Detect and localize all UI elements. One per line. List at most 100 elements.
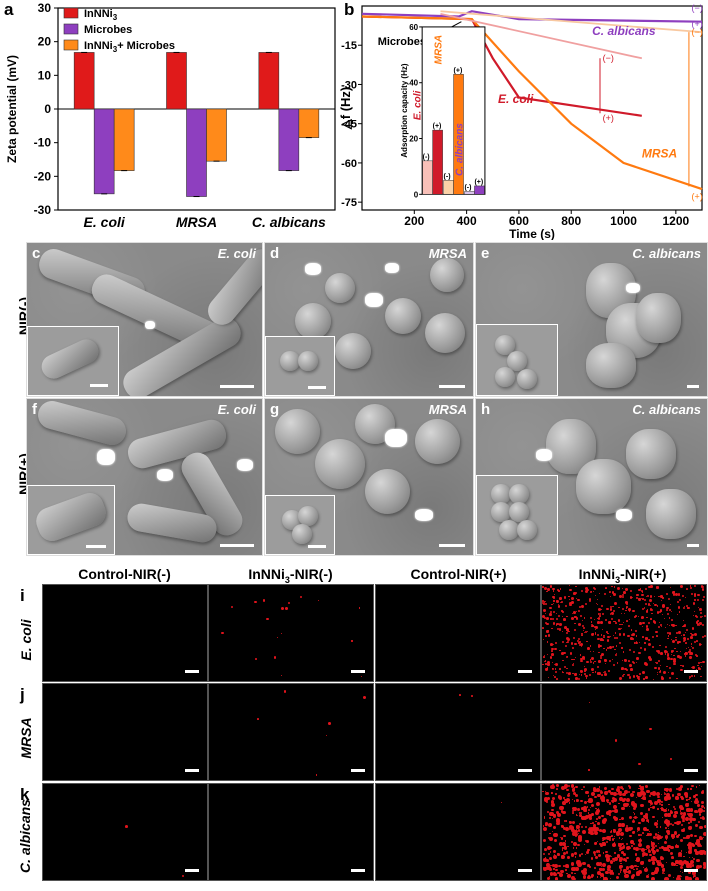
x-tick-label: MRSA bbox=[176, 214, 217, 230]
y-axis-label: △f (Hz) bbox=[340, 87, 353, 131]
bar bbox=[278, 108, 300, 171]
inset-bar bbox=[474, 185, 485, 195]
fluorescence-image bbox=[208, 683, 374, 781]
series-label: E. coli bbox=[498, 92, 534, 106]
inset-plus-label: (+) bbox=[433, 123, 442, 130]
fluorescence-image bbox=[375, 683, 541, 781]
col-header-innni3-nir-plus: InNNi3-NIR(+) bbox=[578, 566, 667, 585]
inset-y-tick-label: 60 bbox=[409, 23, 418, 32]
sem-letter-f: f bbox=[32, 401, 37, 418]
inset-bar bbox=[464, 191, 475, 195]
bar bbox=[298, 108, 320, 138]
inset-y-tick-label: 40 bbox=[409, 79, 418, 88]
x-tick-label: E. coli bbox=[84, 214, 126, 230]
legend-swatch bbox=[63, 7, 79, 19]
inset-bar bbox=[422, 160, 433, 195]
sem-label-e: C. albicans bbox=[632, 246, 701, 261]
series-label: C. albicans bbox=[592, 24, 656, 38]
sem-letter-d: d bbox=[270, 245, 280, 262]
fluorescence-image bbox=[208, 584, 374, 682]
y-tick-label: -20 bbox=[34, 169, 52, 183]
inset-minus-label: (-) bbox=[464, 185, 471, 192]
inset-bar bbox=[453, 74, 464, 195]
panel-a-letter: a bbox=[4, 0, 14, 19]
sem-label-h: C. albicans bbox=[632, 402, 701, 417]
inset-bar bbox=[443, 180, 454, 195]
fluorescence-image bbox=[375, 584, 541, 682]
annotation-plus: (+) bbox=[692, 192, 703, 202]
inset-category-label: C. albicans bbox=[454, 123, 465, 176]
fluorescence-image bbox=[541, 683, 707, 781]
y-tick-label: 30 bbox=[38, 1, 52, 15]
sem-label-d: MRSA bbox=[428, 246, 467, 261]
legend-label: Microbes bbox=[84, 24, 132, 36]
bar bbox=[113, 108, 135, 171]
control-line bbox=[440, 10, 703, 34]
sem-panel-e: e C. albicans bbox=[475, 242, 708, 397]
inset-y-tick-label: 0 bbox=[414, 190, 419, 199]
fluorescence-row-letter: k bbox=[20, 785, 30, 804]
fluorescence-image bbox=[208, 783, 374, 881]
x-tick-label: 600 bbox=[509, 214, 529, 228]
y-tick-label: 0 bbox=[44, 102, 51, 116]
legend-swatch bbox=[63, 39, 79, 51]
series-line bbox=[361, 15, 703, 191]
fluorescence-image bbox=[42, 584, 208, 682]
sem-panel-d: d MRSA bbox=[264, 242, 474, 397]
panel-b-letter: b bbox=[344, 0, 355, 19]
fluorescence-image bbox=[541, 783, 707, 881]
col-header-control-nir-minus: Control-NIR(-) bbox=[78, 566, 171, 582]
sem-letter-h: h bbox=[481, 401, 491, 418]
inset-plus-label: (+) bbox=[454, 67, 463, 74]
x-tick-label: 1200 bbox=[662, 214, 689, 228]
sem-label-f: E. coli bbox=[217, 402, 256, 417]
annotation-minus: (−) bbox=[603, 53, 614, 63]
sem-panel-g: g MRSA bbox=[264, 398, 474, 556]
y-axis-label: Zeta potential (mV) bbox=[5, 55, 19, 163]
sem-panel-h: h C. albicans bbox=[475, 398, 708, 556]
legend-label: InNNi3+ Microbes bbox=[84, 40, 175, 54]
fluorescence-image bbox=[375, 783, 541, 881]
x-tick-label: C. albicans bbox=[252, 214, 326, 230]
annotation-minus: (−) bbox=[692, 3, 703, 13]
bar bbox=[93, 108, 115, 195]
y-tick-label: -15 bbox=[341, 40, 357, 52]
fluorescence-row-letter: i bbox=[20, 586, 25, 605]
zeta-potential-chart: 30 20 10 0 -10 -20 -30 E. coli MRSA C. albicans Ze… bbox=[5, 1, 336, 230]
inset-category-label: MRSA bbox=[434, 35, 445, 64]
sem-letter-c: c bbox=[32, 245, 41, 262]
x-tick-label: 800 bbox=[561, 214, 581, 228]
bar bbox=[186, 108, 207, 197]
x-tick-label: 200 bbox=[404, 214, 424, 228]
legend-label: InNNi3 bbox=[84, 8, 118, 22]
inset-plus-label: (+) bbox=[474, 179, 483, 186]
plot-frame bbox=[361, 5, 703, 211]
y-tick-label: -30 bbox=[34, 203, 52, 217]
inset-bar bbox=[432, 129, 443, 195]
inset-category-label: E. coli bbox=[413, 90, 424, 120]
fluorescence-image bbox=[42, 683, 208, 781]
sem-panel-c: c E. coli bbox=[26, 242, 263, 397]
annotation-microbes: Microbes bbox=[378, 36, 426, 48]
y-tick-label: 20 bbox=[38, 35, 52, 49]
sem-label-c: E. coli bbox=[217, 246, 256, 261]
inset-y-tick-label: 20 bbox=[409, 135, 418, 144]
annotation-plus: (+) bbox=[603, 113, 614, 123]
col-header-control-nir-plus: Control-NIR(+) bbox=[410, 566, 507, 582]
annotation-plus: (+) bbox=[692, 19, 703, 29]
bar bbox=[166, 52, 187, 110]
fluorescence-row-letter: j bbox=[20, 685, 25, 704]
fluorescence-image bbox=[541, 584, 707, 682]
inset-minus-label: (-) bbox=[444, 173, 451, 180]
annotation-minus: (−) bbox=[692, 27, 703, 37]
y-tick-label: -75 bbox=[341, 197, 357, 209]
inset-y-axis-label: Adsorption capacity (Hz) bbox=[400, 63, 409, 158]
control-line bbox=[440, 12, 643, 60]
fluorescence-image bbox=[42, 783, 208, 881]
x-axis-label: Time (s) bbox=[509, 227, 555, 240]
x-tick-label: 400 bbox=[457, 214, 477, 228]
row-label-mrsa: MRSA bbox=[18, 717, 34, 759]
y-axis-label-wrap bbox=[4, 78, 18, 158]
y-tick-label: 10 bbox=[38, 68, 52, 82]
